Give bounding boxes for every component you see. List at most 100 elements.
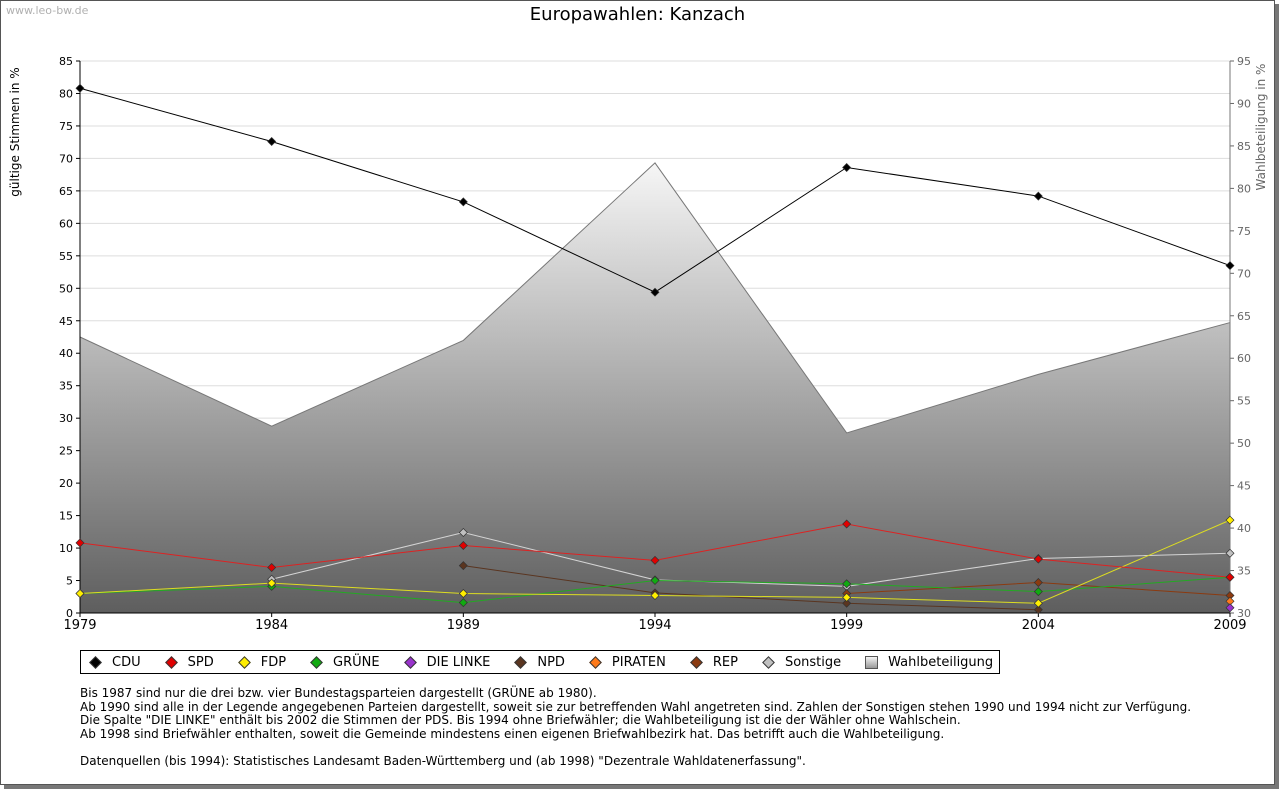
- legend-diamond-icon: [690, 655, 703, 669]
- data-point-spd: [458, 540, 468, 550]
- legend-label: FDP: [260, 654, 287, 670]
- y-tick-label: 20: [59, 477, 73, 490]
- y-tick-label: 60: [59, 217, 73, 230]
- data-source: Datenquellen (bis 1994): Statistisches L…: [80, 753, 806, 768]
- y2-tick-label: 75: [1237, 225, 1251, 238]
- y-tick-label: 55: [59, 250, 73, 263]
- data-point-gr-ne: [650, 576, 660, 586]
- y2-tick-label: 90: [1237, 97, 1251, 110]
- data-point-gr-ne: [458, 598, 468, 608]
- series-line-sonstige: [271, 531, 1231, 587]
- y2-tick-label: 55: [1237, 395, 1251, 408]
- y-tick-label: 15: [59, 510, 73, 523]
- legend-label: GRÜNE: [333, 654, 380, 670]
- legend-item: REP: [688, 655, 738, 670]
- y2-tick-label: 95: [1237, 55, 1251, 68]
- y2-tick-label: 45: [1237, 480, 1251, 493]
- y-tick-label: 80: [59, 87, 73, 100]
- legend-label: Sonstige: [784, 654, 842, 670]
- y2-tick-label: 35: [1237, 565, 1251, 578]
- data-point-fdp: [267, 578, 277, 588]
- data-point-die-linke: [1225, 603, 1235, 613]
- legend-item: SPD: [163, 655, 214, 670]
- note-line: Die Spalte "DIE LINKE" enthält bis 2002 …: [80, 713, 961, 727]
- legend-diamond-icon: [589, 655, 602, 669]
- y-tick-label: 10: [59, 542, 73, 555]
- y-tick-label: 25: [59, 445, 73, 458]
- y-tick-label: 85: [59, 55, 73, 68]
- watermark: www.leo-bw.de: [6, 4, 89, 17]
- legend-label: DIE LINKE: [426, 654, 491, 670]
- data-point-spd: [842, 519, 852, 529]
- x-tick-label: 1989: [447, 618, 480, 633]
- y-tick-label: 0: [66, 607, 73, 620]
- legend-diamond-icon: [762, 655, 775, 669]
- legend-item: FDP: [236, 655, 286, 670]
- legend-diamond-icon: [237, 655, 251, 669]
- legend-diamond-icon: [514, 655, 528, 669]
- data-point-cdu: [650, 287, 660, 297]
- y-tick-label: 30: [59, 412, 73, 425]
- legend-label: Wahlbeteiligung: [888, 654, 994, 670]
- x-tick-label: 1984: [255, 618, 288, 633]
- data-point-spd: [267, 563, 277, 573]
- y2-tick-label: 40: [1237, 522, 1251, 535]
- data-point-npd: [458, 561, 468, 571]
- x-tick-label: 1979: [63, 618, 96, 633]
- chart-plot: 0 5 10 15 20 25 30 35 40 45 50 55 60 65 70 75 80 85 30 35 40…: [59, 55, 1251, 633]
- y2-tick-label: 60: [1237, 352, 1251, 365]
- legend-diamond-icon: [89, 655, 102, 669]
- data-point-fdp: [75, 589, 85, 599]
- note-line: Ab 1990 sind alle in der Legende angegeb…: [80, 699, 1192, 714]
- legend-item: NPD: [512, 655, 565, 670]
- note-line: Ab 1998 sind Briefwähler enthalten, sowe…: [80, 726, 945, 741]
- y-tick-label: 75: [59, 120, 73, 133]
- y2-tick-label: 65: [1237, 310, 1251, 323]
- y2-tick-label: 70: [1237, 267, 1251, 280]
- legend-label: REP: [712, 654, 738, 670]
- legend-item: Wahlbeteiligung: [863, 655, 993, 670]
- turnout-area: [80, 162, 1230, 613]
- y2-tick-label: 50: [1237, 437, 1251, 450]
- data-point-cdu: [1033, 191, 1043, 201]
- x-tick-label: 1994: [638, 618, 671, 633]
- data-point-npd: [842, 598, 852, 608]
- legend-diamond-icon: [403, 655, 417, 669]
- y-tick-label: 65: [59, 185, 73, 198]
- legend-square-icon: [865, 655, 879, 669]
- data-point-cdu: [458, 197, 468, 207]
- y2-tick-label: 80: [1237, 182, 1251, 195]
- chart-title: Europawahlen: Kanzach: [529, 4, 746, 25]
- data-point-cdu: [267, 137, 277, 147]
- y-tick-label: 70: [59, 152, 73, 165]
- data-point-fdp: [1225, 515, 1235, 525]
- legend-label: SPD: [187, 654, 214, 670]
- legend-item: CDU: [87, 655, 141, 670]
- y-tick-label: 45: [59, 315, 73, 328]
- data-point-spd: [75, 538, 85, 548]
- data-point-rep: [1033, 577, 1043, 587]
- note-line: Bis 1987 sind nur die drei bzw. vier Bun…: [80, 686, 597, 700]
- legend-label: NPD: [537, 654, 565, 670]
- y2-tick-label: 30: [1237, 607, 1251, 620]
- data-point-fdp: [650, 590, 660, 600]
- x-tick-label: 2004: [1022, 618, 1055, 633]
- turnout-line: [79, 162, 1231, 434]
- data-point-spd: [650, 555, 660, 565]
- y-tick-label: 35: [59, 380, 73, 393]
- chart-legend: CDU SPD FDP GRÜNE DIE LINKE NPD PIRATEN REP Sons…: [80, 650, 1001, 674]
- y-tick-label: 50: [59, 282, 73, 295]
- data-point-npd: [1033, 605, 1043, 615]
- x-tick-label: 2009: [1213, 618, 1246, 633]
- data-point-gr-ne: [1033, 587, 1043, 597]
- legend-item: DIE LINKE: [402, 654, 491, 670]
- data-point-fdp: [1033, 598, 1043, 608]
- data-point-gr-ne: [842, 579, 852, 589]
- y-tick-label: 40: [59, 347, 73, 360]
- y-tick-label: 5: [66, 575, 73, 588]
- data-point-spd: [1225, 572, 1235, 582]
- data-point-fdp: [842, 592, 852, 602]
- legend-diamond-icon: [310, 655, 323, 669]
- legend-diamond-icon: [164, 655, 178, 669]
- data-point-cdu: [1225, 261, 1235, 271]
